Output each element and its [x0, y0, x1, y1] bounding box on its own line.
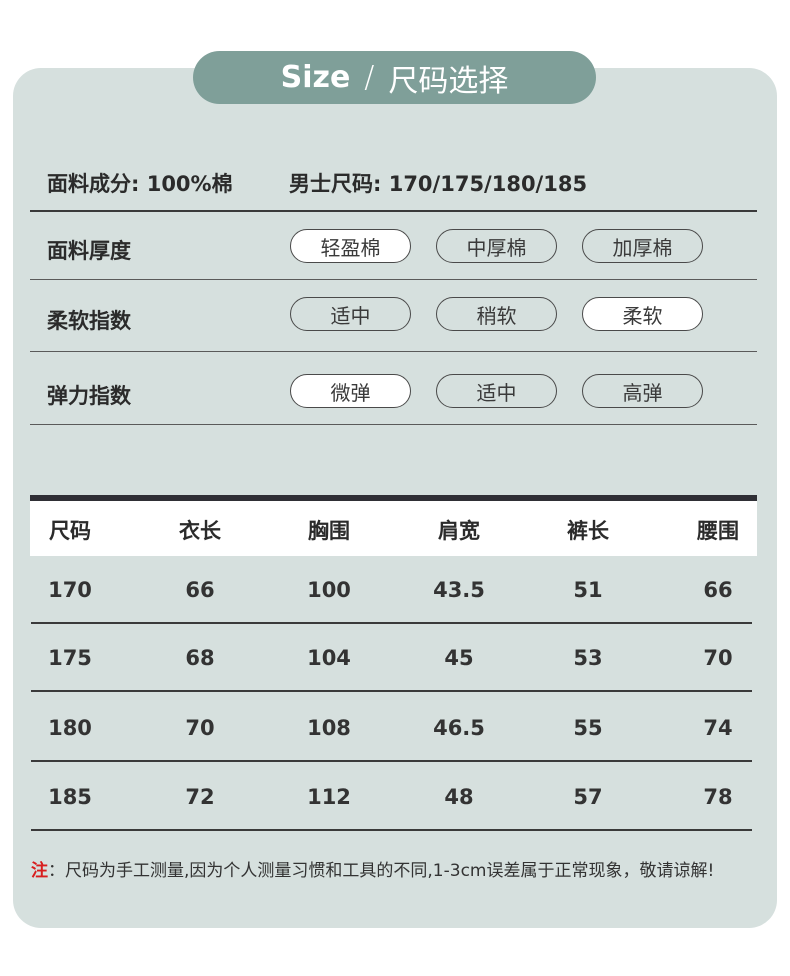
table-cell: 72 — [185, 785, 215, 809]
thickness-option-medium: 中厚棉 — [436, 229, 557, 263]
softness-option-soft: 柔软 — [582, 297, 703, 331]
measurement-note: 注：尺码为手工测量,因为个人测量习惯和工具的不同,1-3cm误差属于正常现象，敬… — [31, 856, 714, 881]
table-cell: 55 — [573, 716, 603, 740]
table-cell: 46.5 — [433, 716, 485, 740]
table-cell: 70 — [185, 716, 215, 740]
table-cell: 180 — [48, 716, 92, 740]
table-cell: 170 — [48, 578, 92, 602]
table-cell: 51 — [573, 578, 603, 602]
table-cell: 185 — [48, 785, 92, 809]
elasticity-option-moderate: 适中 — [436, 374, 557, 408]
table-cell: 53 — [573, 646, 603, 670]
fabric-composition: 面料成分: 100%棉 — [47, 172, 233, 196]
header-chest: 胸围 — [308, 519, 350, 543]
table-top-bar — [30, 495, 757, 501]
softness-option-moderate: 适中 — [290, 297, 411, 331]
table-cell: 66 — [703, 578, 733, 602]
table-cell: 100 — [307, 578, 351, 602]
table-cell: 66 — [185, 578, 215, 602]
divider — [30, 210, 757, 212]
table-cell: 108 — [307, 716, 351, 740]
table-cell: 45 — [444, 646, 474, 670]
header-size: 尺码 — [49, 519, 91, 543]
table-cell: 78 — [703, 785, 733, 809]
row-divider — [31, 622, 752, 624]
title-size-word: Size — [280, 60, 351, 95]
header-pants-length: 裤长 — [567, 519, 609, 543]
table-cell: 175 — [48, 646, 92, 670]
section-title: Size / 尺码选择 — [193, 51, 596, 104]
softness-option-slightly-soft: 稍软 — [436, 297, 557, 331]
elasticity-option-high: 高弹 — [582, 374, 703, 408]
thickness-label: 面料厚度 — [47, 239, 131, 263]
table-cell: 68 — [185, 646, 215, 670]
softness-label: 柔软指数 — [47, 309, 131, 333]
mens-sizes: 男士尺码: 170/175/180/185 — [289, 172, 588, 196]
thickness-option-thick: 加厚棉 — [582, 229, 703, 263]
header-length: 衣长 — [179, 519, 221, 543]
table-cell: 112 — [307, 785, 351, 809]
divider — [30, 279, 757, 280]
table-cell: 104 — [307, 646, 351, 670]
table-cell: 48 — [444, 785, 474, 809]
table-cell: 74 — [703, 716, 733, 740]
row-divider — [31, 829, 752, 831]
title-chinese: 尺码选择 — [388, 63, 509, 99]
note-mark: 注 — [31, 861, 48, 881]
note-text: ：尺码为手工测量,因为个人测量习惯和工具的不同,1-3cm误差属于正常现象，敬请… — [48, 861, 715, 881]
elasticity-option-slight: 微弹 — [290, 374, 411, 408]
table-cell: 57 — [573, 785, 603, 809]
title-slash: / — [364, 60, 375, 95]
elasticity-label: 弹力指数 — [47, 384, 131, 408]
thickness-option-light: 轻盈棉 — [290, 229, 411, 263]
table-cell: 70 — [703, 646, 733, 670]
divider — [30, 351, 757, 352]
row-divider — [31, 760, 752, 762]
divider — [30, 424, 757, 425]
header-shoulder: 肩宽 — [438, 519, 480, 543]
header-waist: 腰围 — [697, 519, 739, 543]
row-divider — [31, 690, 752, 692]
table-cell: 43.5 — [433, 578, 485, 602]
table-header — [30, 501, 757, 556]
